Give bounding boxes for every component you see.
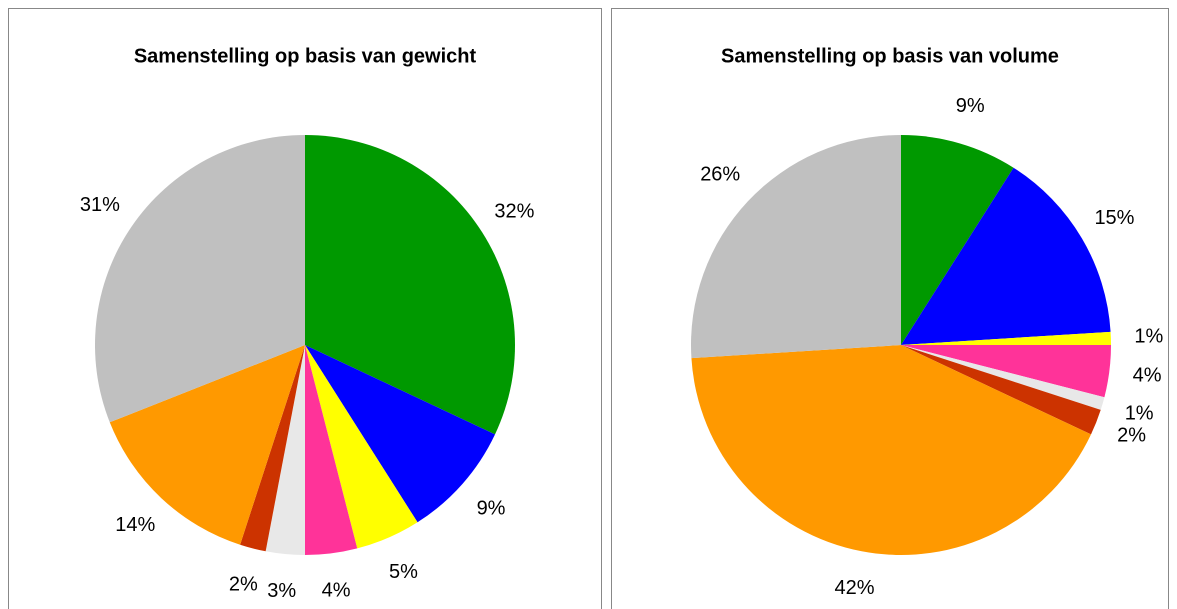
- data-label: 15%: [1094, 207, 1134, 229]
- pie-slice: [265, 345, 305, 555]
- pie-slice: [305, 135, 515, 435]
- pie-slice: [901, 167, 1111, 345]
- data-label: 1%: [1134, 325, 1163, 347]
- data-label: 2%: [229, 573, 258, 595]
- pie-slice: [305, 345, 496, 523]
- pie-slice: [691, 135, 901, 359]
- data-label: 9%: [956, 95, 985, 117]
- pie-slice: [901, 345, 1111, 398]
- pie-slice: [305, 345, 358, 555]
- data-label: 4%: [322, 579, 351, 601]
- pie-slice: [109, 345, 305, 545]
- pie-slice: [240, 345, 305, 552]
- data-label: 32%: [494, 200, 534, 222]
- data-label: 2%: [1117, 425, 1146, 447]
- data-label: 3%: [267, 580, 296, 602]
- pie-slice: [95, 135, 306, 423]
- pie-slice: [305, 345, 418, 549]
- pie-slice: [691, 345, 1092, 556]
- data-label: 9%: [477, 497, 506, 519]
- data-label: 1%: [1125, 402, 1154, 424]
- pie-slice: [901, 331, 1111, 345]
- data-label: 5%: [389, 561, 418, 583]
- pie-slice: [901, 345, 1105, 410]
- pie-slice: [901, 135, 1014, 345]
- data-label: 42%: [835, 577, 875, 599]
- data-label: 31%: [80, 194, 120, 216]
- data-label: 14%: [115, 514, 155, 536]
- pie-slice: [901, 345, 1101, 435]
- data-label: 26%: [700, 164, 740, 186]
- data-label: 4%: [1133, 364, 1162, 386]
- chart-title: Samenstelling op basis van volume: [721, 45, 1059, 67]
- chart-title: Samenstelling op basis van gewicht: [134, 45, 477, 67]
